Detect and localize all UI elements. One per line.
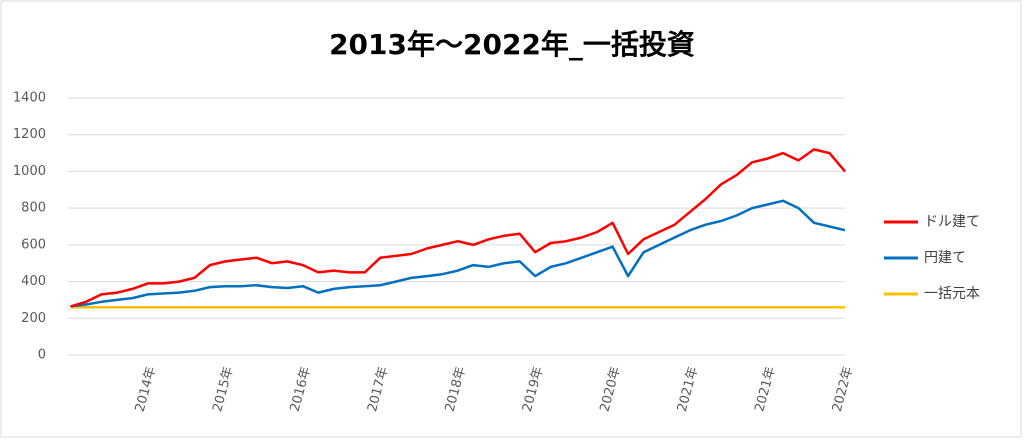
y-tick-label: 200 <box>21 311 46 326</box>
chart-title: 2013年～2022年_一括投資 <box>329 28 695 61</box>
y-tick-label: 0 <box>38 348 46 363</box>
y-tick-label: 600 <box>21 237 46 252</box>
series-line <box>70 148 846 308</box>
y-tick-label: 1000 <box>13 164 46 179</box>
series-line <box>70 199 846 308</box>
legend-label: 一括元本 <box>924 286 980 302</box>
legend-label: 円建て <box>924 250 966 266</box>
legend-label: ドル建て <box>924 214 980 230</box>
y-tick-label: 1200 <box>13 127 46 142</box>
y-tick-label: 1400 <box>13 91 46 106</box>
y-tick-label: 400 <box>21 274 46 289</box>
y-tick-label: 800 <box>21 201 46 216</box>
